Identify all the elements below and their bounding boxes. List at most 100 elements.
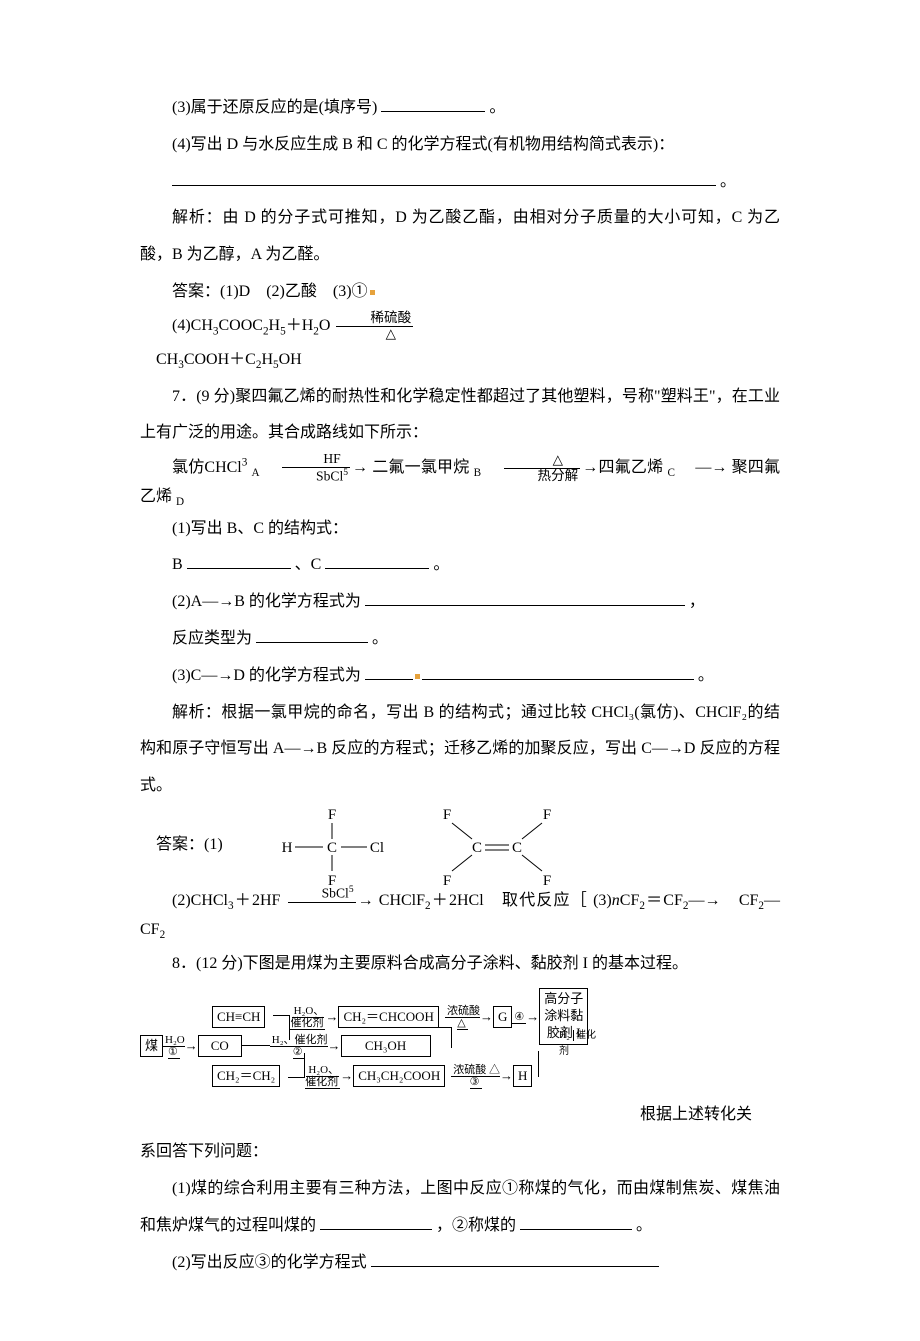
blank — [320, 1213, 432, 1230]
q7-analysis: 解析：根据一氯甲烷的命名，写出 B 的结构式；通过比较 CHCl₃(氯仿)、CH… — [140, 695, 780, 805]
q8-part2-text: (2)写出反应③的化学方程式 — [172, 1254, 367, 1271]
ans2-lead: (2)CHCl — [172, 892, 228, 909]
sup5b: 5 — [349, 885, 354, 895]
q6-answer-line1: 答案：(1)D (2)乙酸 (3)① — [140, 274, 780, 311]
eq4-d: O — [319, 317, 331, 334]
blank — [371, 1250, 659, 1267]
atom-F: F — [543, 807, 551, 823]
q8-stem: 8．(12 分)下图是用煤为主要原料合成高分子涂料、黏胶剂 I 的基本过程。 — [140, 946, 780, 983]
q6-blank-tail: 。 — [720, 173, 736, 190]
q8-part1: (1)煤的综合利用主要有三种方法，上图中反应①称煤的气化，而由煤制焦炭、煤焦油和… — [140, 1171, 780, 1245]
eq4-l2b: COOH＋C — [184, 351, 256, 368]
al-text: 浓硫酸 △③ — [451, 1064, 500, 1089]
q6-part3: (3)属于还原反应的是(填序号) 。 — [140, 90, 780, 127]
label-A: A — [252, 467, 260, 479]
q7-part2-line2: 反应类型为 。 — [140, 621, 780, 658]
al-text: H₂ — [559, 1030, 570, 1041]
q7-part1: (1)写出 B、C 的结构式： — [140, 511, 780, 548]
box-coal: 煤 — [140, 1035, 163, 1057]
arrow-icon: → — [500, 1068, 513, 1084]
cond1-top: HF — [282, 452, 350, 468]
blank — [422, 663, 694, 680]
ans2-cond-bot — [288, 903, 356, 918]
blank — [365, 589, 685, 606]
structure-C: F F C C F F — [427, 805, 567, 885]
cond1-bot: SbCl5 — [282, 468, 350, 484]
arrow-icon: → — [480, 1009, 493, 1025]
diagram-row3: CH₂＝CH₂ H₂O、催化剂→ CH₃CH₂COOH 浓硫酸 △③→ H — [140, 1059, 640, 1093]
al-text: H₂O、催化剂 — [290, 1005, 325, 1030]
arrow-label: 浓硫酸△ — [445, 1005, 480, 1029]
q6-part4-text: (4)写出 D 与水反应生成 B 和 C 的化学方程式(有机物用结构简式表示)： — [172, 136, 674, 153]
q7-route: 氯仿CHCl3 A HF SbCl5 → 二氟一氯甲烷 B △ 热分解 →四氟乙… — [140, 452, 780, 510]
q8-diagram: CH≡CH H₂O、催化剂→ CH₂＝CHCOOH 浓硫酸△→ G ④→ 高分子… — [140, 988, 640, 1093]
q7-part2-tail: ， — [689, 593, 705, 610]
arrow-label: ④ — [512, 1011, 526, 1023]
eq4-l2a: CH — [156, 351, 178, 368]
q8-part1-tail: 。 — [636, 1217, 652, 1234]
label-D: D — [176, 496, 184, 508]
al-text: H₂O、催化剂 — [305, 1064, 340, 1089]
arrow-icon: → — [185, 1038, 198, 1054]
arrow-icon: → — [352, 459, 368, 476]
ans2-b: CHClF — [379, 892, 425, 909]
ans2-cond-top-text: SbCl — [322, 886, 349, 901]
q8-diagram-wrap: CH≡CH H₂O、催化剂→ CH₂＝CHCOOH 浓硫酸△→ G ④→ 高分子… — [140, 982, 780, 1134]
cond2-bot: 热分解 — [504, 469, 581, 484]
bond — [452, 823, 472, 839]
ans2-cond: SbCl5 — [288, 885, 356, 917]
q6-answer-eq4-line2: CH3COOH＋C2H5OH — [140, 342, 780, 379]
arrow-label: H₂O、催化剂 — [290, 1005, 325, 1029]
route-last-arrow: —→ — [695, 459, 727, 476]
arrow-icon: → — [328, 1038, 341, 1054]
blank — [381, 95, 485, 112]
q6-part4-blank: 。 — [140, 164, 780, 201]
cond-top: 稀硫酸 — [336, 311, 413, 327]
atom-F: F — [328, 807, 336, 823]
eq4-lead: (4)CH — [172, 317, 213, 334]
sup5: 5 — [343, 468, 348, 478]
route-lead: 氯仿CHCl — [172, 459, 242, 476]
q8-caption-inline: 根据上述转化关 — [640, 982, 780, 1134]
eq4-b: H — [269, 317, 281, 334]
ans2-c: ＋2HCl 取代反应［ (3) — [431, 892, 612, 909]
label-C: C — [667, 467, 674, 479]
box-CO: CO — [198, 1035, 242, 1057]
arrow-label: H₂O① — [163, 1034, 185, 1058]
blank — [325, 552, 429, 569]
diagram-row2: 煤 H₂O①→ CO H₂、催化剂②→ CH₃OH H₂ 催化剂 — [140, 1029, 640, 1063]
blank — [256, 626, 368, 643]
ans2-cond-top: SbCl5 — [288, 885, 356, 902]
q7-part3: (3)C—→D 的化学方程式为 。 — [140, 658, 780, 695]
q7-stem: 7．(9 分)聚四氟乙烯的耐热性和化学稳定性都超过了其他塑料，号称"塑料王"，在… — [140, 379, 780, 453]
dot-icon — [370, 290, 375, 295]
q6-analysis-text: 解析：由 D 的分子式可推知，D 为乙酸乙酯，由相对分子质量的大小可知，C 为乙… — [140, 209, 780, 263]
sup3: 3 — [242, 457, 248, 469]
box-ch2ch2: CH₂＝CH₂ — [212, 1065, 280, 1087]
sub2h: 2 — [160, 930, 166, 942]
box-G: G — [493, 1006, 512, 1028]
q6-analysis: 解析：由 D 的分子式可推知，D 为乙酸乙酯，由相对分子质量的大小可知，C 为乙… — [140, 200, 780, 274]
arrow-icon: → — [325, 1009, 338, 1025]
box-r3prod: CH₃CH₂COOH — [353, 1065, 445, 1087]
q6-part3-text: (3)属于还原反应的是(填序号) — [172, 99, 377, 116]
q7-stem-text: 7．(9 分)聚四氟乙烯的耐热性和化学稳定性都超过了其他塑料，号称"塑料王"，在… — [140, 388, 780, 442]
arrow-icon: → — [340, 1068, 353, 1084]
atom-C: C — [512, 840, 522, 856]
arrow-label: 浓硫酸 △③ — [451, 1064, 500, 1088]
q7-part1-text: (1)写出 B、C 的结构式： — [172, 520, 348, 537]
route-c: 四氟乙烯 — [598, 459, 663, 476]
atom-H: H — [281, 840, 292, 856]
atom-Cl: Cl — [370, 840, 384, 856]
q7-part1-sep: 、C — [295, 556, 322, 573]
ans2-d: CF — [620, 892, 640, 909]
q7-answer2: (2)CHCl3＋2HF SbCl5 → CHClF2＋2HCl 取代反应［ (… — [140, 885, 780, 946]
arrow-icon: → — [582, 459, 598, 476]
bond — [522, 855, 542, 871]
eq4-c: ＋H — [286, 317, 314, 334]
q7-part1-blanks: B 、C 。 — [140, 547, 780, 584]
blank — [365, 663, 413, 680]
eq4-l2c: H — [261, 351, 273, 368]
q8-caption-text: 根据上述转化关 — [640, 1106, 752, 1123]
ans2-a: ＋2HF — [234, 892, 281, 909]
